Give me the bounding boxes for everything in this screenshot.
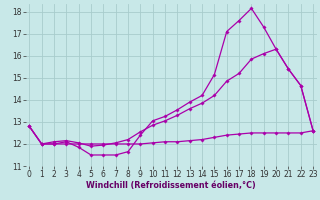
X-axis label: Windchill (Refroidissement éolien,°C): Windchill (Refroidissement éolien,°C) bbox=[86, 181, 256, 190]
